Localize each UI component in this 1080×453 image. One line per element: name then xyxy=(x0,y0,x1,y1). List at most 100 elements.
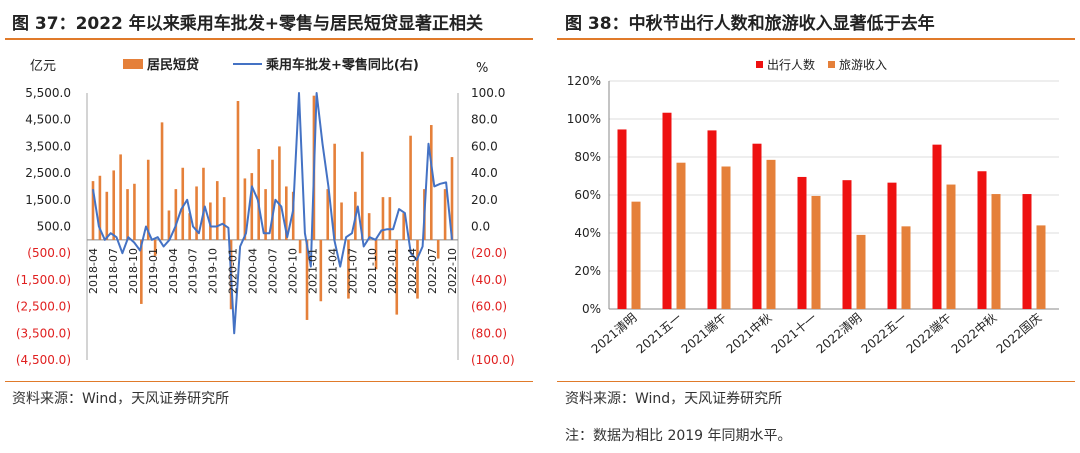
bar-short-loan xyxy=(409,135,412,240)
x-tick-label: 2019-04 xyxy=(167,248,180,294)
bar-short-loan xyxy=(167,210,171,240)
left-chart-title: 图 37：2022 年以来乘用车批发+零售与居民短贷显著正相关 xyxy=(12,14,484,34)
x-tick-label: 2022-01 xyxy=(386,248,399,294)
bar-revenue xyxy=(766,159,776,309)
bar-short-loan xyxy=(236,101,240,240)
bar-short-loan xyxy=(91,181,95,240)
bar-short-loan xyxy=(381,197,385,240)
bar-short-loan xyxy=(388,197,392,240)
left-tick-label: 5,500.0 xyxy=(25,86,71,100)
bar-short-loan xyxy=(174,189,178,240)
bar-trips xyxy=(752,143,762,309)
right-tick-label: 20.0 xyxy=(471,193,498,207)
left-tick-label: 1,500.0 xyxy=(25,193,71,207)
x-tick-label: 2022-04 xyxy=(406,248,419,294)
legend-bar-swatch xyxy=(123,59,143,69)
bar-short-loan xyxy=(133,183,136,240)
left-bottom-rule xyxy=(5,381,533,382)
right-tick-label: 0.0 xyxy=(471,220,490,234)
left-tick-label: 2,500.0 xyxy=(25,166,71,180)
left-tick-label: (4,500.0) xyxy=(16,353,71,367)
bar-short-loan xyxy=(222,197,226,240)
bar-short-loan xyxy=(436,239,440,259)
bar-short-loan xyxy=(257,149,260,240)
y-tick-label: 60% xyxy=(574,188,601,202)
right-tick-label: (100.0) xyxy=(471,353,515,367)
bar-short-loan xyxy=(402,213,405,240)
x-tick-label: 2020-07 xyxy=(267,248,280,294)
bar-short-loan xyxy=(305,239,309,320)
bar-short-loan xyxy=(374,239,378,270)
x-category-label: 2022清明 xyxy=(814,311,865,357)
bar-short-loan xyxy=(367,213,371,240)
bar-short-loan xyxy=(291,191,295,240)
y-tick-label: 80% xyxy=(574,150,601,164)
x-tick-label: 2021-07 xyxy=(346,248,359,294)
x-category-label: 2022端午 xyxy=(904,311,955,357)
x-category-label: 2022五一 xyxy=(859,311,910,357)
y-tick-label: 100% xyxy=(567,112,601,126)
right-title-rule xyxy=(557,38,1075,40)
bar-short-loan xyxy=(140,239,143,304)
left-title-rule xyxy=(5,38,533,40)
legend-trips-swatch xyxy=(756,61,763,68)
left-axis-unit: 亿元 xyxy=(30,59,56,74)
bar-short-loan xyxy=(326,189,330,240)
bar-short-loan xyxy=(333,143,336,240)
x-category-label: 2021中秋 xyxy=(723,310,774,357)
legend-bar-label: 居民短贷 xyxy=(147,57,199,73)
right-bottom-rule xyxy=(557,381,1075,382)
bar-short-loan xyxy=(250,173,254,240)
bar-trips xyxy=(842,180,852,309)
bar-revenue xyxy=(676,162,686,309)
x-category-label: 2022中秋 xyxy=(948,310,999,357)
x-tick-label: 2018-04 xyxy=(87,248,100,294)
y-tick-label: 20% xyxy=(574,264,601,278)
x-tick-label: 2021-04 xyxy=(326,248,339,294)
bar-short-loan xyxy=(319,239,323,302)
bar-short-loan xyxy=(105,191,109,240)
x-tick-label: 2022-10 xyxy=(446,248,459,294)
left-tick-label: 4,500.0 xyxy=(25,113,71,127)
right-chart-title: 图 38：中秋节出行人数和旅游收入显著低于去年 xyxy=(565,14,935,34)
bar-revenue xyxy=(901,226,911,309)
bar-short-loan xyxy=(209,202,212,240)
bar-short-loan xyxy=(278,146,281,240)
x-tick-label: 2020-04 xyxy=(247,248,260,294)
y-tick-label: 120% xyxy=(567,74,601,88)
bar-revenue xyxy=(631,201,641,309)
left-tick-label: (3,500.0) xyxy=(16,326,71,340)
right-tick-label: 60.0 xyxy=(471,139,498,153)
x-category-label: 2021十一 xyxy=(769,311,820,357)
bar-short-loan xyxy=(443,189,447,240)
bar-revenue xyxy=(811,195,821,309)
x-category-label: 2021五一 xyxy=(634,311,685,357)
left-tick-label: 3,500.0 xyxy=(25,139,71,153)
x-category-label: 2021端午 xyxy=(679,311,730,357)
bar-short-loan xyxy=(450,157,454,240)
bar-short-loan xyxy=(195,186,198,240)
right-axis-unit: % xyxy=(476,61,488,76)
bar-revenue xyxy=(946,184,956,309)
bar-short-loan xyxy=(126,189,129,240)
bar-short-loan xyxy=(153,239,157,256)
left-source: 资料来源：Wind，天风证券研究所 xyxy=(12,391,230,407)
left-tick-label: (1,500.0) xyxy=(16,273,71,287)
bar-short-loan xyxy=(264,189,267,240)
left-tick-label: (2,500.0) xyxy=(16,300,71,314)
bar-short-loan xyxy=(360,151,364,240)
bar-short-loan xyxy=(215,181,219,240)
bar-trips xyxy=(707,130,717,309)
right-tick-label: 80.0 xyxy=(471,113,498,127)
x-tick-label: 2019-07 xyxy=(187,248,200,294)
bar-short-loan xyxy=(340,202,343,240)
bar-revenue xyxy=(721,166,731,309)
bar-short-loan xyxy=(395,239,399,315)
x-tick-label: 2018-07 xyxy=(107,248,120,294)
left-chart: 亿元 % 5,500.0 4,500.0 3,500.0 2,500.0 1,500.0 50… xyxy=(16,57,515,367)
series-line-car-sales xyxy=(92,92,453,335)
x-tick-label: 2019-10 xyxy=(207,248,220,294)
bar-short-loan xyxy=(98,175,102,240)
bar-short-loan xyxy=(188,213,191,240)
left-tick-label: 500.0 xyxy=(37,220,71,234)
